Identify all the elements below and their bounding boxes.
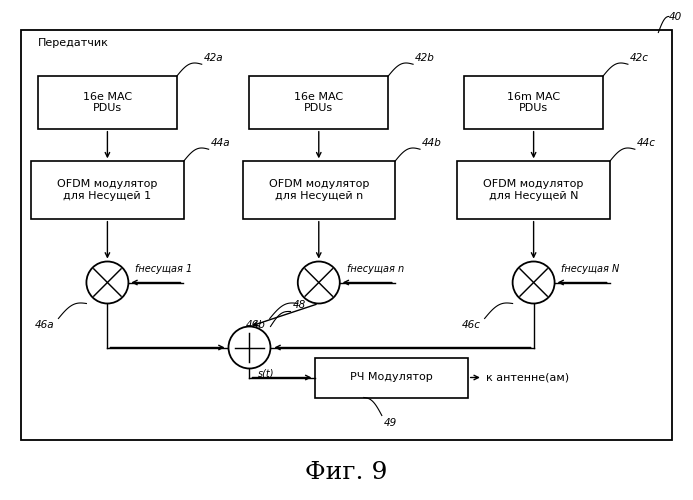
Bar xyxy=(38,76,177,128)
Bar xyxy=(243,161,395,219)
Text: 16e MAC
PDUs: 16e MAC PDUs xyxy=(83,92,132,114)
Circle shape xyxy=(513,262,554,304)
Text: fнесущая n: fнесущая n xyxy=(346,264,403,274)
Text: 16m MAC
PDUs: 16m MAC PDUs xyxy=(507,92,560,114)
Text: Передатчик: Передатчик xyxy=(38,38,109,48)
Text: РЧ Модулятор: РЧ Модулятор xyxy=(350,372,433,382)
Bar xyxy=(315,358,468,398)
Text: OFDM модулятор
для Несущей N: OFDM модулятор для Несущей N xyxy=(484,179,584,201)
Text: fнесущая N: fнесущая N xyxy=(561,264,620,274)
Text: 46c: 46c xyxy=(462,320,481,330)
Bar xyxy=(457,161,610,219)
Bar xyxy=(464,76,603,128)
Text: к антенне(ам): к антенне(ам) xyxy=(486,372,569,382)
Text: 42c: 42c xyxy=(630,53,649,63)
Circle shape xyxy=(87,262,128,304)
Circle shape xyxy=(298,262,340,304)
Text: 44b: 44b xyxy=(422,138,442,148)
Bar xyxy=(249,76,388,128)
Text: 16e MAC
PDUs: 16e MAC PDUs xyxy=(295,92,343,114)
Bar xyxy=(31,161,184,219)
Bar xyxy=(21,30,672,440)
Text: s(t): s(t) xyxy=(258,368,274,378)
Text: 42b: 42b xyxy=(415,53,435,63)
Text: 44c: 44c xyxy=(637,138,656,148)
Text: fнесущая 1: fнесущая 1 xyxy=(135,264,193,274)
Text: 46b: 46b xyxy=(246,320,266,330)
Text: OFDM модулятор
для Несущей n: OFDM модулятор для Несущей n xyxy=(269,179,369,201)
Text: 46a: 46a xyxy=(35,320,55,330)
Text: 49: 49 xyxy=(384,418,397,428)
Text: 42a: 42a xyxy=(204,53,223,63)
Text: Фиг. 9: Фиг. 9 xyxy=(306,461,387,484)
Circle shape xyxy=(229,326,270,368)
Text: 40: 40 xyxy=(669,12,682,22)
Text: 48: 48 xyxy=(292,300,306,310)
Text: 44a: 44a xyxy=(211,138,230,148)
Text: OFDM модулятор
для Несущей 1: OFDM модулятор для Несущей 1 xyxy=(58,179,157,201)
